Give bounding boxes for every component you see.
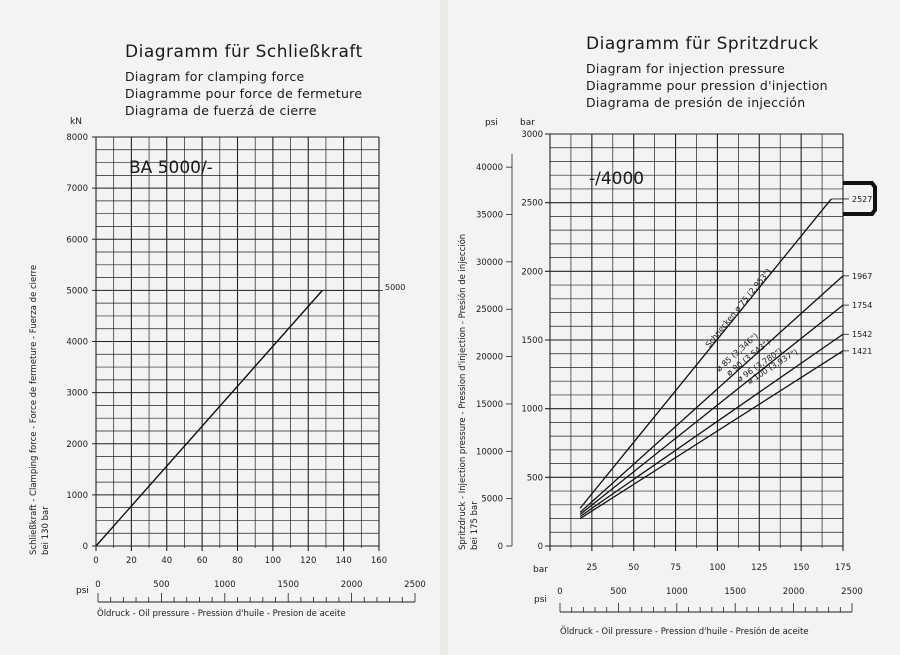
y-axis-note: bei 130 bar <box>41 506 51 555</box>
psi-tick-label: 2500 <box>404 580 426 590</box>
y-tick-label-bar: 500 <box>527 473 543 483</box>
y-tick-label-psi: 35000 <box>476 211 503 221</box>
y-tick-label-bar: 2000 <box>521 267 543 277</box>
y-tick-label-bar: 3000 <box>521 130 543 140</box>
unit-label-kn: kN <box>70 117 82 127</box>
x-tick-label: 40 <box>161 556 172 566</box>
psi-tick-label: 2000 <box>783 587 805 597</box>
series-line <box>579 333 844 518</box>
x-tick-label: 50 <box>628 563 639 573</box>
series-end-label: 1754 <box>852 301 872 310</box>
series-line <box>95 289 323 547</box>
clamping-force-titles: Diagramm für Schließkraft Diagram for cl… <box>125 42 363 119</box>
title-fr: Diagramme pour pression d'injection <box>586 78 828 93</box>
series-end-label: 1421 <box>852 347 872 356</box>
y-tick-label-bar: 0 <box>538 542 543 552</box>
x-tick-label: 60 <box>197 556 208 566</box>
model-label: BA 5000/- <box>129 158 213 178</box>
y-tick-label-psi: 0 <box>498 542 503 552</box>
psi-tick-label: 1000 <box>214 580 236 590</box>
grid <box>545 133 844 551</box>
grid <box>92 136 380 551</box>
series-line <box>579 275 844 513</box>
x-tick-label: 140 <box>336 556 352 566</box>
y-tick-label-bar: 1000 <box>521 405 543 415</box>
psi-tick-label: 1000 <box>666 587 688 597</box>
x-axis-label: Öldruck - Oil pressure - Pression d'huil… <box>560 626 809 637</box>
y-tick-label: 3000 <box>66 389 88 399</box>
x-tick-label: 100 <box>265 556 281 566</box>
y-axis-label: Spritzdruck - Injection pressure - Press… <box>457 234 468 550</box>
psi-unit-label: psi <box>485 118 498 128</box>
y-tick-label: 2000 <box>66 440 88 450</box>
series-end-label: 1967 <box>852 272 872 281</box>
x-tick-label: 120 <box>300 556 316 566</box>
y-tick-label: 1000 <box>66 491 88 501</box>
psi-tick-label: 2500 <box>841 587 863 597</box>
model-label: -/4000 <box>589 169 644 189</box>
series-end-label: 5000 <box>385 283 405 292</box>
tick-labels: 0500100015002000250030000500010000150002… <box>476 130 863 613</box>
x-tick-label: 20 <box>126 556 137 566</box>
series-end-label: 2527 <box>852 195 872 204</box>
title-es: Diagrama de presión de injección <box>586 95 806 110</box>
x-tick-label: 100 <box>709 563 725 573</box>
title-es: Diagrama de fuerzá de cierre <box>125 103 317 118</box>
psi-tick-label: 500 <box>610 587 626 597</box>
x-tick-label: 80 <box>232 556 243 566</box>
y-axis-note: bei 175 bar <box>470 501 480 550</box>
y-tick-label: 7000 <box>66 184 88 194</box>
y-tick-label: 5000 <box>66 286 88 296</box>
psi-tick-label: 2000 <box>341 580 363 590</box>
psi-tick-label: 1500 <box>277 580 299 590</box>
title-en: Diagram for clamping force <box>125 69 305 84</box>
y-tick-label-bar: 2500 <box>521 199 543 209</box>
psi-label: psi <box>534 595 547 605</box>
x-tick-label: 25 <box>586 563 597 573</box>
injection-pressure-chart: 0500100015002000250030000500010000150002… <box>457 118 877 637</box>
x-tick-label: 75 <box>670 563 681 573</box>
y-tick-label: 0 <box>83 542 88 552</box>
title-en: Diagram for injection pressure <box>586 61 786 76</box>
psi-label: psi <box>76 586 89 596</box>
psi-tick-label: 0 <box>95 580 100 590</box>
x-tick-label: 125 <box>751 563 767 573</box>
series-line <box>579 304 844 515</box>
x-tick-label: 150 <box>793 563 809 573</box>
y-tick-label: 4000 <box>66 338 88 348</box>
series-end-label: 1542 <box>852 330 872 339</box>
y-tick-label-psi: 15000 <box>476 400 503 410</box>
y-tick-label-psi: 25000 <box>476 305 503 315</box>
y-tick-label-psi: 10000 <box>476 447 503 457</box>
injection-pressure-titles: Diagramm für Spritzdruck Diagram for inj… <box>586 34 828 111</box>
y-tick-label-psi: 5000 <box>481 495 503 505</box>
y-tick-label: 8000 <box>66 133 88 143</box>
title-de: Diagramm für Schließkraft <box>125 42 363 62</box>
series-line <box>579 350 844 520</box>
series-lines <box>95 289 383 547</box>
y-tick-label-psi: 20000 <box>476 353 503 363</box>
bar-axis-label: bar <box>533 565 548 575</box>
y-tick-label-psi: 30000 <box>476 258 503 268</box>
psi-tick-label: 1500 <box>724 587 746 597</box>
series-line <box>579 198 832 509</box>
bracket-mark <box>843 181 877 216</box>
y-tick-label: 6000 <box>66 235 88 245</box>
y-tick-label-bar: 1500 <box>521 336 543 346</box>
y-tick-label-psi: 40000 <box>476 163 503 173</box>
bar-unit-label: bar <box>520 118 535 128</box>
title-de: Diagramm für Spritzdruck <box>586 34 819 54</box>
psi-tick-label: 500 <box>153 580 169 590</box>
psi-tick-label: 0 <box>557 587 562 597</box>
x-tick-label: 0 <box>93 556 98 566</box>
x-tick-label: 175 <box>835 563 851 573</box>
title-fr: Diagramme pour force de fermeture <box>125 86 363 101</box>
y-axis-label: Schließkraft - Clamping force - Force de… <box>29 265 39 555</box>
x-tick-label: 160 <box>371 556 387 566</box>
x-axis-label: Öldruck - Oil pressure - Pression d'huil… <box>97 608 346 619</box>
